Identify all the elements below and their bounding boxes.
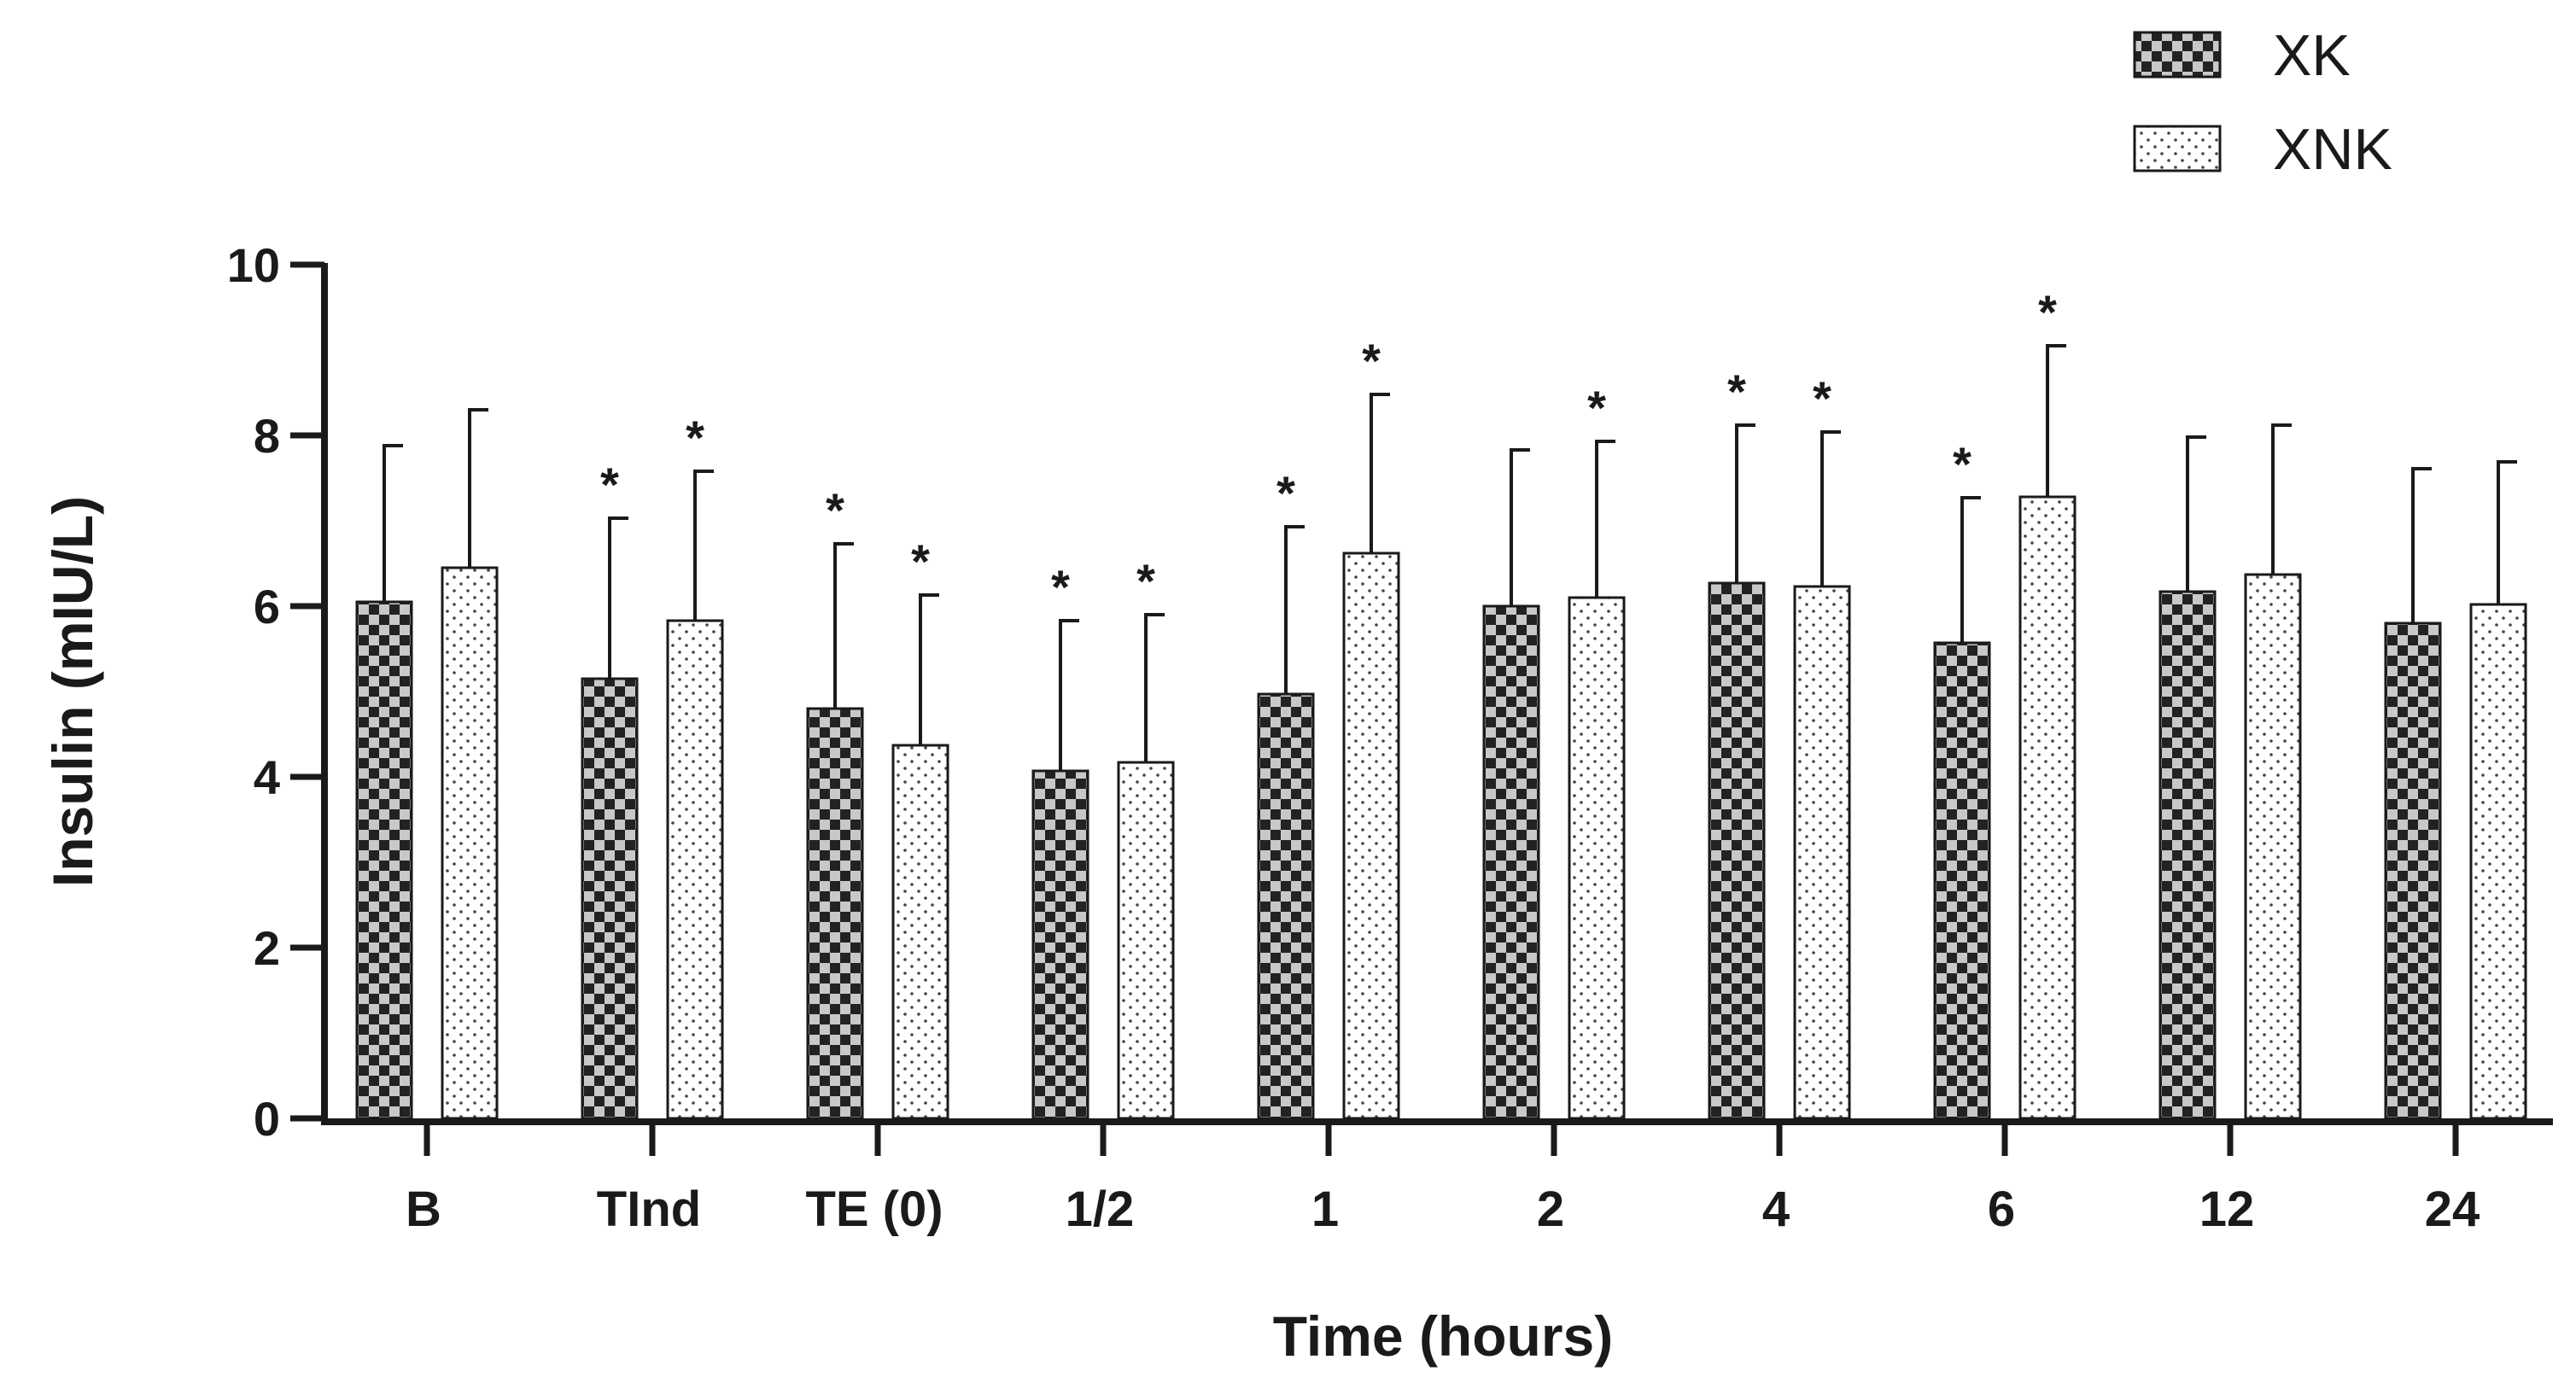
x-tick-label: 12 xyxy=(2199,1182,2255,1237)
legend-swatch-xnk xyxy=(2133,125,2222,172)
bar-xk xyxy=(1708,581,1766,1120)
x-tick-label: B xyxy=(406,1182,441,1237)
significance-marker-xnk: * xyxy=(1136,554,1155,608)
bar-xnk xyxy=(2018,495,2077,1120)
bar-xnk xyxy=(2469,603,2527,1120)
legend: XK XNK xyxy=(2133,23,2392,182)
y-tick-label: 10 xyxy=(227,238,280,292)
y-tick-label: 6 xyxy=(254,580,280,633)
significance-marker-xk: * xyxy=(826,483,844,537)
x-tick-label: 24 xyxy=(2425,1182,2480,1237)
significance-marker-xk: * xyxy=(1051,560,1070,614)
x-tick-label: TInd xyxy=(597,1182,701,1237)
bar-xnk xyxy=(1342,552,1400,1120)
significance-marker-xnk: * xyxy=(1587,381,1606,435)
bar-xnk xyxy=(2244,573,2302,1120)
x-tick-label: 4 xyxy=(1762,1182,1790,1237)
significance-marker-xnk: * xyxy=(686,411,704,464)
bar-xk xyxy=(2158,590,2217,1120)
x-tick-label: 6 xyxy=(1988,1182,2015,1237)
bar-xk xyxy=(1933,641,1991,1120)
bar-xk xyxy=(1257,692,1315,1120)
bar-xk xyxy=(806,707,864,1120)
bar-xk xyxy=(581,677,639,1120)
legend-swatch-xk xyxy=(2133,31,2222,79)
significance-marker-xnk: * xyxy=(911,534,930,588)
significance-marker-xnk: * xyxy=(1813,371,1831,425)
legend-label-xnk: XNK xyxy=(2273,117,2392,182)
significance-marker-xk: * xyxy=(1953,437,1971,491)
x-tick-label: 1 xyxy=(1311,1182,1339,1237)
bar-xnk xyxy=(1117,761,1175,1120)
bar-xk xyxy=(1482,604,1540,1120)
x-tick-label: 1/2 xyxy=(1066,1182,1135,1237)
bar-xnk xyxy=(1793,585,1851,1120)
significance-marker-xnk: * xyxy=(1362,334,1381,388)
y-tick-label: 8 xyxy=(254,409,280,463)
significance-marker-xnk: * xyxy=(2038,285,2057,339)
y-axis-title: Insulin (mIU/L) xyxy=(41,496,104,887)
x-tick-label: 2 xyxy=(1537,1182,1564,1237)
bar-xk xyxy=(2384,622,2442,1120)
bar-xnk xyxy=(891,744,949,1120)
bar-xk xyxy=(1031,769,1089,1120)
significance-marker-xk: * xyxy=(1727,365,1746,418)
bar-xnk xyxy=(666,619,724,1120)
y-tick-label: 2 xyxy=(254,921,280,975)
y-tick-label: 4 xyxy=(254,750,280,804)
x-axis-title: Time (hours) xyxy=(1273,1304,1613,1368)
bar-xnk xyxy=(1568,596,1626,1120)
bar-xk xyxy=(355,600,413,1120)
significance-marker-xk: * xyxy=(1276,466,1295,520)
legend-label-xk: XK xyxy=(2273,23,2351,88)
bar-xnk xyxy=(441,566,499,1120)
x-tick-label: TE (0) xyxy=(805,1182,943,1237)
y-tick-label: 0 xyxy=(254,1092,280,1146)
significance-marker-xk: * xyxy=(600,458,619,511)
